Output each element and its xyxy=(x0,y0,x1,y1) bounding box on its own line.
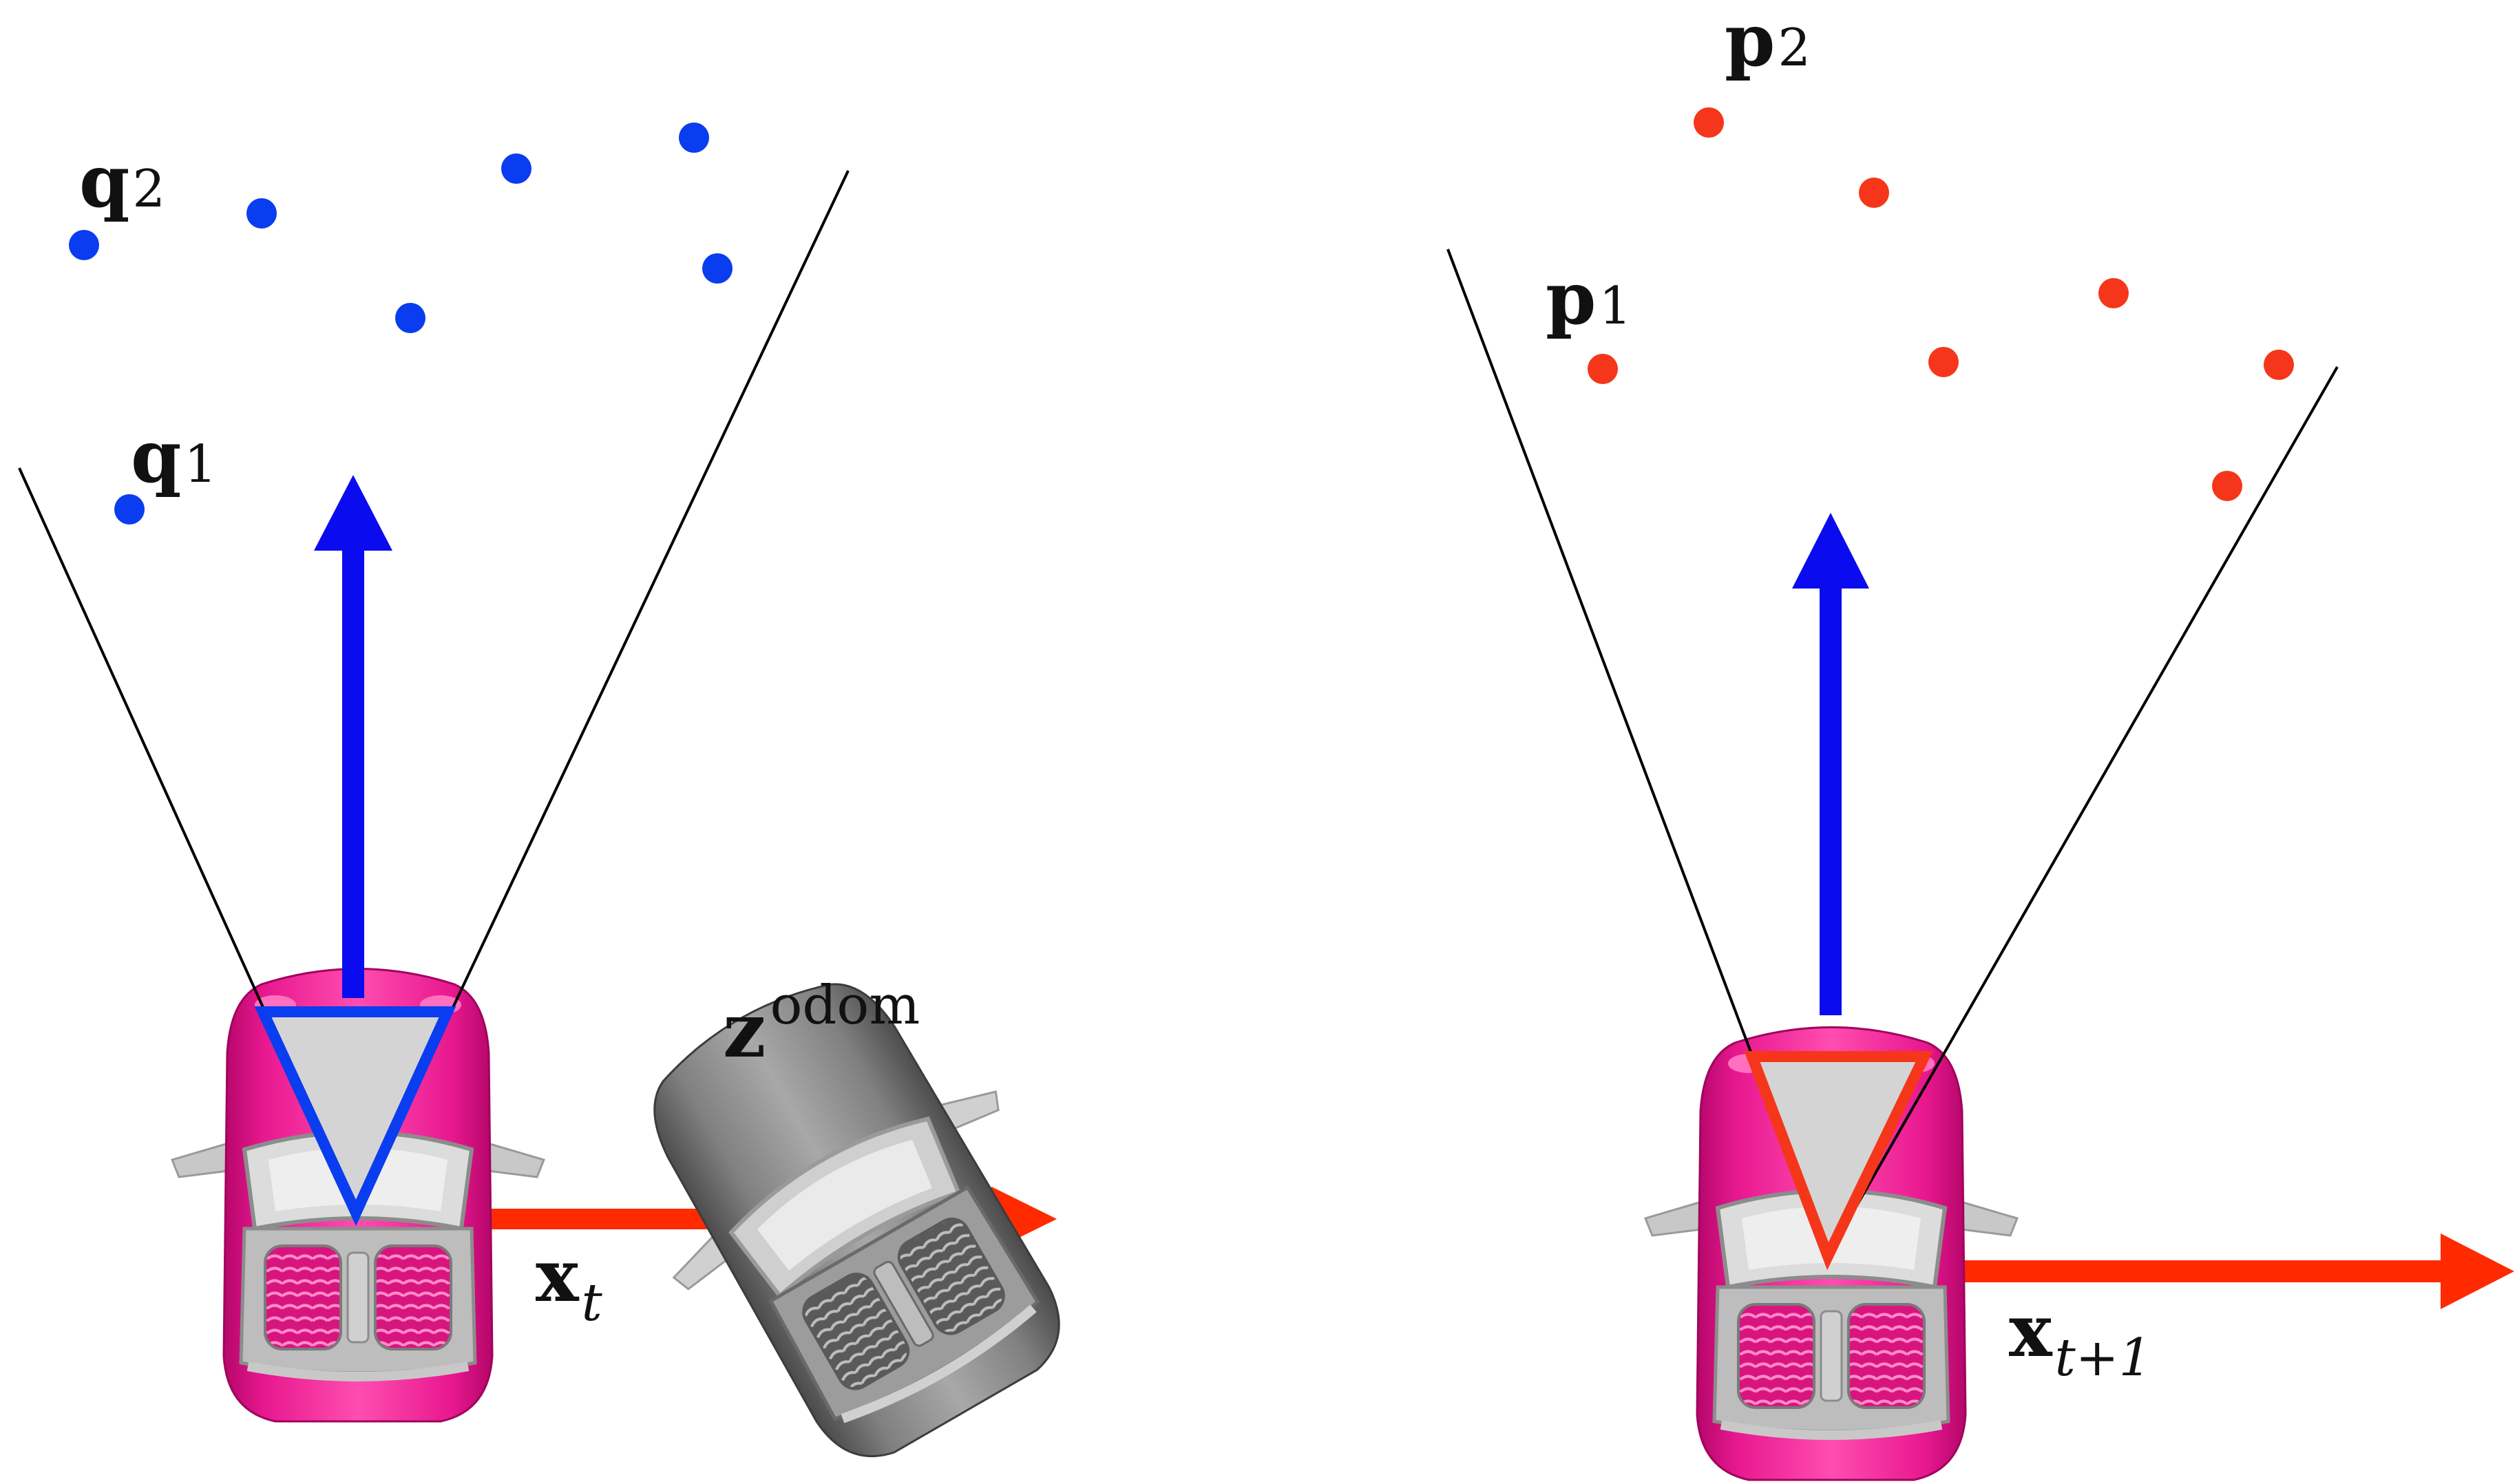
point-p xyxy=(1928,347,1959,377)
point-q xyxy=(702,253,733,284)
point-q xyxy=(246,198,277,229)
label-p2: p2 xyxy=(1725,0,1811,83)
x-axis-arrow-t1 xyxy=(1928,1233,2514,1309)
pose-t-group: q2 q1 xt zodom xyxy=(18,123,1126,1484)
camera-triangle-t xyxy=(254,1006,456,1227)
point-p xyxy=(1588,354,1618,384)
label-q1: q1 xyxy=(131,414,217,499)
camera-triangle-t1 xyxy=(1744,1051,1933,1271)
label-x-t: xt xyxy=(536,1233,603,1333)
y-axis-arrow-t1 xyxy=(1792,513,1869,1015)
label-z-odom: zodom xyxy=(723,975,920,1074)
pose-t1-group: p2 p1 xt+1 xyxy=(1446,0,2514,1480)
observed-points-p xyxy=(1588,107,2294,501)
label-x-t1: xt+1 xyxy=(2009,1288,2151,1388)
point-q xyxy=(501,153,531,184)
point-q xyxy=(679,123,709,153)
point-p xyxy=(2264,350,2294,380)
label-p1: p1 xyxy=(1546,255,1632,341)
point-q xyxy=(69,230,99,260)
point-p xyxy=(2212,471,2242,501)
y-axis-arrow-t xyxy=(314,475,392,998)
point-p xyxy=(1859,178,1889,208)
point-q xyxy=(114,494,145,524)
point-p xyxy=(2098,278,2129,308)
point-p xyxy=(1694,107,1724,138)
label-q2: q2 xyxy=(79,138,165,224)
observed-points-q xyxy=(69,123,733,524)
point-q xyxy=(395,303,425,333)
